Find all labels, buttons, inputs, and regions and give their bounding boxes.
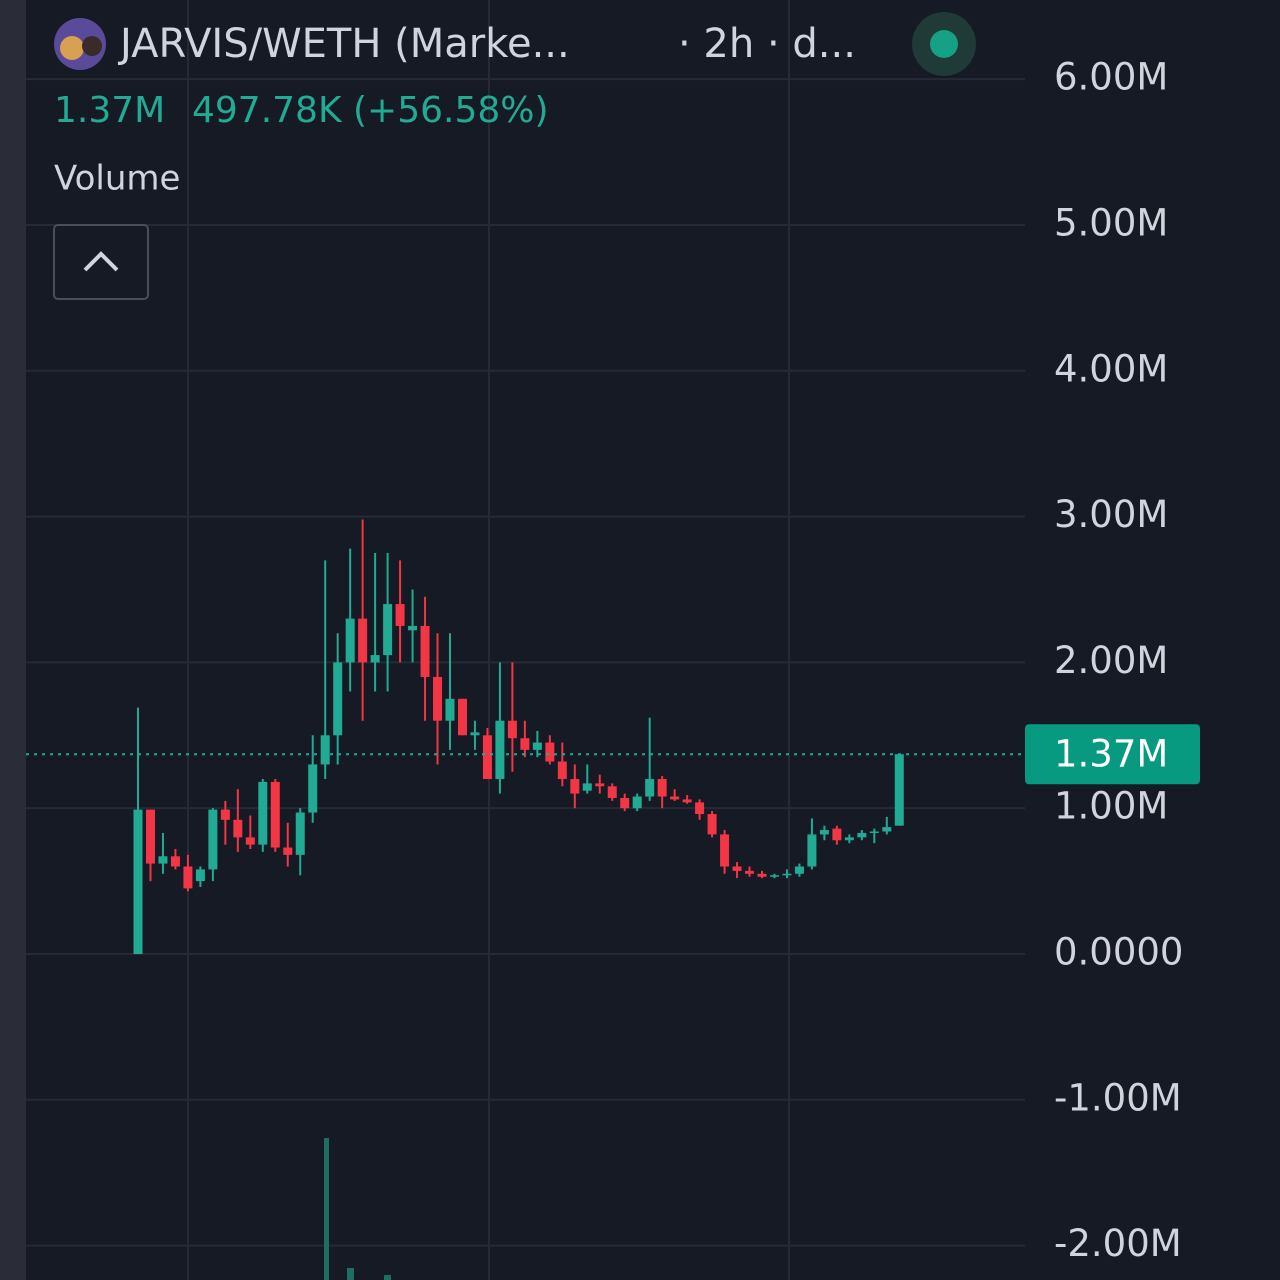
candle-body bbox=[657, 779, 667, 797]
candle-body bbox=[470, 732, 480, 736]
candle-body bbox=[283, 847, 293, 855]
candle-body bbox=[445, 698, 455, 721]
candle-body bbox=[757, 873, 767, 877]
candle-body bbox=[882, 827, 892, 832]
candle-body bbox=[595, 783, 605, 787]
candle-body bbox=[333, 662, 343, 736]
plot bbox=[26, 519, 1025, 954]
last-value: 1.37M bbox=[54, 90, 165, 131]
change: 497.78K (+56.58%) bbox=[192, 90, 549, 131]
candle-body bbox=[183, 866, 193, 889]
candle-body bbox=[433, 676, 443, 721]
candle-body bbox=[408, 625, 418, 631]
candle-body bbox=[370, 655, 380, 663]
side-strip bbox=[0, 0, 26, 1280]
candle-body bbox=[745, 870, 755, 874]
collapse-button[interactable] bbox=[53, 224, 149, 300]
candle-body bbox=[245, 837, 255, 845]
candle-body bbox=[358, 618, 368, 663]
token-icon-detail bbox=[60, 36, 84, 60]
y-tick-label: 4.00M bbox=[1054, 347, 1168, 390]
candle-body bbox=[345, 618, 355, 663]
candle-body bbox=[607, 786, 617, 798]
candle-body bbox=[670, 796, 680, 800]
y-tick-label: 5.00M bbox=[1054, 201, 1168, 244]
grid bbox=[26, 78, 1025, 1247]
status-dot bbox=[930, 30, 958, 58]
candle-body bbox=[220, 809, 230, 820]
candle-body bbox=[695, 802, 705, 815]
candle-body bbox=[258, 781, 268, 845]
y-tick-label: 2.00M bbox=[1054, 639, 1168, 682]
candle-body bbox=[507, 720, 517, 739]
candle-body bbox=[707, 814, 717, 835]
candle-body bbox=[308, 764, 318, 813]
candle-body bbox=[233, 819, 243, 838]
candle-body bbox=[295, 812, 305, 855]
candle-body bbox=[732, 866, 742, 871]
y-tick-label: 1.00M bbox=[1054, 785, 1168, 828]
candle-body bbox=[133, 809, 143, 954]
candle-body bbox=[495, 720, 505, 780]
candle-body bbox=[620, 797, 630, 809]
candle-body bbox=[844, 837, 854, 841]
y-tick-label: -1.00M bbox=[1054, 1076, 1182, 1119]
candle-body bbox=[145, 809, 155, 864]
candle-body bbox=[794, 866, 804, 874]
symbol-title: JARVIS/WETH (Marke... bbox=[117, 21, 570, 67]
indicator-label: Volume bbox=[54, 159, 180, 199]
candle-body bbox=[682, 799, 692, 803]
token-icon-detail bbox=[82, 36, 102, 56]
y-tick-label: 0.0000 bbox=[1054, 930, 1183, 973]
y-tick-label: -2.00M bbox=[1054, 1222, 1182, 1265]
candle-body bbox=[582, 783, 592, 791]
collapse-icon bbox=[83, 251, 119, 272]
interval: · 2h · d... bbox=[678, 21, 856, 67]
volume-bar bbox=[347, 1268, 354, 1280]
candle-body bbox=[857, 832, 867, 838]
candle-body bbox=[807, 834, 817, 867]
candle-body bbox=[420, 625, 430, 677]
y-tick-label: 6.00M bbox=[1054, 56, 1168, 99]
candle-body bbox=[769, 875, 779, 877]
candle-body bbox=[832, 828, 842, 841]
candle-body bbox=[532, 742, 542, 750]
candle-body bbox=[383, 604, 393, 656]
candle-body bbox=[395, 604, 405, 626]
candle-body bbox=[869, 831, 879, 834]
last-price-label: 1.37M bbox=[1054, 733, 1168, 776]
volume-bar bbox=[324, 1138, 329, 1280]
candle-body bbox=[270, 781, 280, 848]
candle-body bbox=[570, 779, 580, 794]
candle-body bbox=[894, 754, 904, 826]
candle-body bbox=[482, 735, 492, 780]
candle-body bbox=[720, 834, 730, 867]
last-price-badge bbox=[1025, 724, 1200, 785]
candle-body bbox=[819, 830, 829, 835]
volume-bar bbox=[384, 1275, 391, 1280]
candle-body bbox=[195, 869, 205, 882]
y-tick-label: 3.00M bbox=[1054, 493, 1168, 536]
candle-body bbox=[520, 738, 530, 750]
candle-body bbox=[457, 698, 467, 736]
candle-body bbox=[557, 761, 567, 780]
candle-body bbox=[170, 856, 180, 867]
candle-body bbox=[545, 742, 555, 762]
candle-body bbox=[208, 809, 218, 870]
candle-body bbox=[158, 856, 168, 864]
candle-body bbox=[320, 735, 330, 765]
candle-body bbox=[632, 796, 642, 809]
candle-body bbox=[645, 779, 655, 797]
candle-body bbox=[782, 873, 792, 876]
